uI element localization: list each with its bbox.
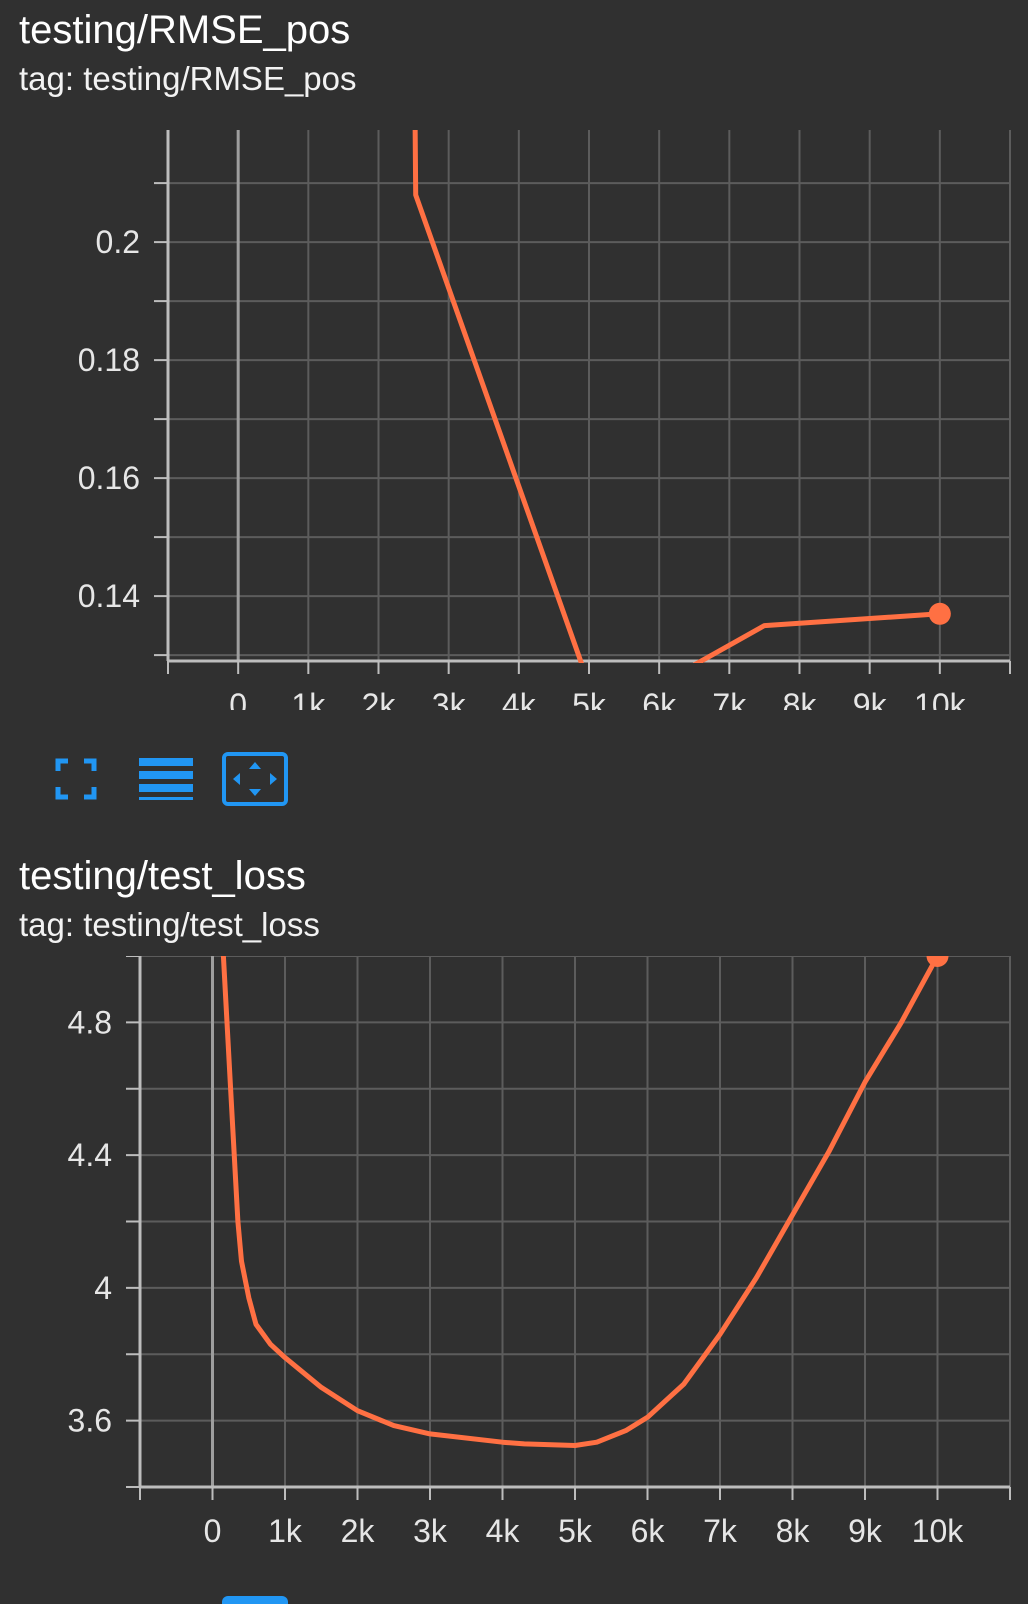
grid — [154, 130, 1011, 661]
x-tick-label: 2k — [362, 687, 397, 710]
y-tick-label: 4.4 — [68, 1137, 112, 1173]
legend-lines-icon — [139, 758, 193, 800]
x-tick-label: 8k — [783, 687, 818, 710]
x-tick-label: 4k — [486, 1513, 521, 1549]
x-tick-label: 10k — [912, 1513, 965, 1549]
series-last-point[interactable] — [926, 956, 949, 967]
y-tick-label: 0.2 — [96, 224, 140, 260]
x-tick-label: 8k — [776, 1513, 811, 1549]
y-tick-label: 4.8 — [68, 1004, 112, 1040]
grid — [126, 956, 1011, 1488]
x-tick-label: 4k — [502, 687, 537, 710]
x-tick-label: 5k — [572, 687, 607, 710]
series-line — [220, 956, 940, 1448]
x-tick-label: 7k — [703, 1513, 738, 1549]
y-tick-label: 0.18 — [78, 342, 140, 378]
chart-plot-test-loss[interactable]: 0 1k 2k 3k 4k 5k 6k 7k 8k 9k 10k 4.8 4.4 4 3.6 — [0, 956, 1028, 1556]
x-tick-label: 3k — [413, 1513, 448, 1549]
chart-tag: tag: testing/RMSE_pos — [19, 60, 357, 97]
x-tick-label: 1k — [268, 1513, 303, 1549]
x-tick-label: 0 — [204, 1513, 222, 1549]
chart-card-test-loss: testing/test_loss tag: testing/test_loss… — [0, 846, 1028, 1600]
fullscreen-button[interactable] — [44, 752, 108, 806]
x-tick-label: 6k — [631, 1513, 666, 1549]
y-tick-label: 4 — [94, 1270, 112, 1306]
chart-title: testing/RMSE_pos — [19, 8, 351, 52]
x-tick-label: 5k — [558, 1513, 593, 1549]
chart-card-rmse: testing/RMSE_pos tag: testing/RMSE_pos 0… — [0, 8, 1028, 806]
x-tick-label: 2k — [341, 1513, 376, 1549]
chart-plot-rmse[interactable]: 0 1k 2k 3k 4k 5k 6k 7k 8k 9k 10k 0.2 0.18 0.16 0.14 — [0, 110, 1028, 710]
y-tick-label: 0.16 — [78, 460, 140, 496]
x-tick-label: 6k — [642, 687, 677, 710]
fullscreen-icon — [55, 758, 97, 800]
x-tick-label: 0 — [229, 687, 247, 710]
x-tick-label: 10k — [914, 687, 967, 710]
y-tick-label: 3.6 — [68, 1403, 112, 1439]
toggle-legend-button[interactable] — [134, 752, 198, 806]
fit-domain-icon — [233, 762, 277, 796]
x-tick-label: 1k — [291, 687, 326, 710]
x-tick-label: 3k — [432, 687, 467, 710]
chart-title: testing/test_loss — [19, 854, 306, 898]
x-tick-label: 7k — [712, 687, 747, 710]
next-toolbar-stub — [222, 1596, 288, 1604]
x-tick-label: 9k — [853, 687, 888, 710]
fit-domain-button[interactable] — [222, 752, 288, 806]
x-tick-label: 9k — [848, 1513, 883, 1549]
y-tick-label: 0.14 — [78, 578, 140, 614]
series-last-point[interactable] — [928, 602, 951, 625]
chart-tag: tag: testing/test_loss — [19, 906, 320, 943]
series-line — [412, 130, 943, 663]
